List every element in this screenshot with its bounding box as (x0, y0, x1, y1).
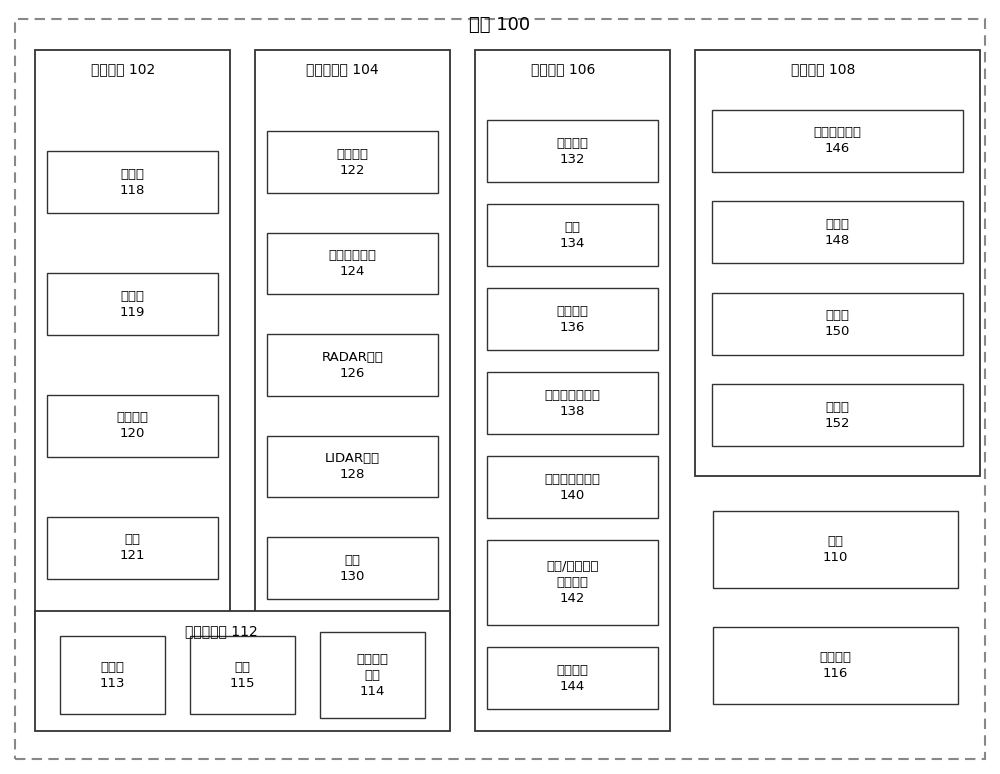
Bar (712, 201, 963, 263)
Bar (487, 204, 658, 266)
Text: 推进系统 102: 推进系统 102 (91, 63, 155, 77)
Text: 转向单元
132: 转向单元 132 (556, 136, 588, 166)
Bar (320, 632, 425, 718)
Bar (267, 131, 438, 193)
Text: 处理器
113: 处理器 113 (100, 661, 125, 690)
Text: 传感器系统 104: 传感器系统 104 (306, 63, 379, 77)
Text: 无线通信系统
146: 无线通信系统 146 (813, 126, 861, 156)
Text: 计算机系统 112: 计算机系统 112 (185, 624, 258, 638)
Bar (713, 627, 958, 704)
Bar (695, 50, 980, 476)
Bar (487, 456, 658, 518)
Bar (713, 511, 958, 588)
Text: 传动装置
120: 传动装置 120 (116, 412, 148, 440)
Bar (190, 636, 295, 714)
Text: LIDAR单元
128: LIDAR单元 128 (325, 452, 380, 481)
Bar (60, 636, 165, 714)
Text: 触摸屏
148: 触摸屏 148 (825, 217, 850, 247)
Bar (267, 334, 438, 396)
Bar (712, 385, 963, 447)
Bar (47, 273, 218, 335)
Text: 发动机
118: 发动机 118 (120, 168, 145, 197)
Bar (487, 647, 658, 709)
Text: 能量源
119: 能量源 119 (120, 289, 145, 319)
Text: 电源
110: 电源 110 (823, 535, 848, 564)
Bar (47, 395, 218, 457)
Bar (35, 50, 230, 639)
Text: 制定单元
136: 制定单元 136 (556, 305, 588, 334)
Text: 指令
115: 指令 115 (230, 661, 255, 690)
Bar (487, 540, 658, 625)
Text: 麦克风
150: 麦克风 150 (825, 310, 850, 338)
Bar (487, 120, 658, 182)
Text: 车轮
121: 车轮 121 (120, 533, 145, 562)
Text: 油门
134: 油门 134 (560, 221, 585, 249)
Bar (712, 110, 963, 172)
Text: 车辆 100: 车辆 100 (469, 15, 531, 34)
Bar (487, 372, 658, 434)
Text: 用户接口
116: 用户接口 116 (819, 651, 851, 680)
Text: 避障系统
144: 避障系统 144 (556, 664, 588, 693)
Bar (267, 232, 438, 294)
Bar (267, 537, 438, 599)
Text: 相机
130: 相机 130 (340, 553, 365, 583)
Bar (712, 293, 963, 354)
Text: 数据存储
装置
114: 数据存储 装置 114 (356, 652, 388, 698)
Bar (475, 50, 670, 731)
Bar (255, 50, 450, 639)
Text: 导航/路线规划
控制系统
142: 导航/路线规划 控制系统 142 (546, 560, 599, 605)
Text: 扬声器
152: 扬声器 152 (825, 401, 850, 430)
Text: 惯性测量单元
124: 惯性测量单元 124 (329, 249, 377, 278)
Text: 定位系统
122: 定位系统 122 (337, 148, 369, 176)
Text: 传感器融合模块
138: 传感器融合模块 138 (544, 389, 600, 418)
Text: 外围设备 108: 外围设备 108 (791, 63, 855, 77)
Bar (47, 152, 218, 214)
Text: 控制系统 106: 控制系统 106 (531, 63, 595, 77)
Bar (35, 611, 450, 731)
Text: 计算机视觉系统
140: 计算机视觉系统 140 (544, 473, 600, 502)
Bar (47, 517, 218, 579)
Bar (487, 288, 658, 350)
Text: RADAR单元
126: RADAR单元 126 (322, 351, 383, 379)
Bar (267, 436, 438, 498)
